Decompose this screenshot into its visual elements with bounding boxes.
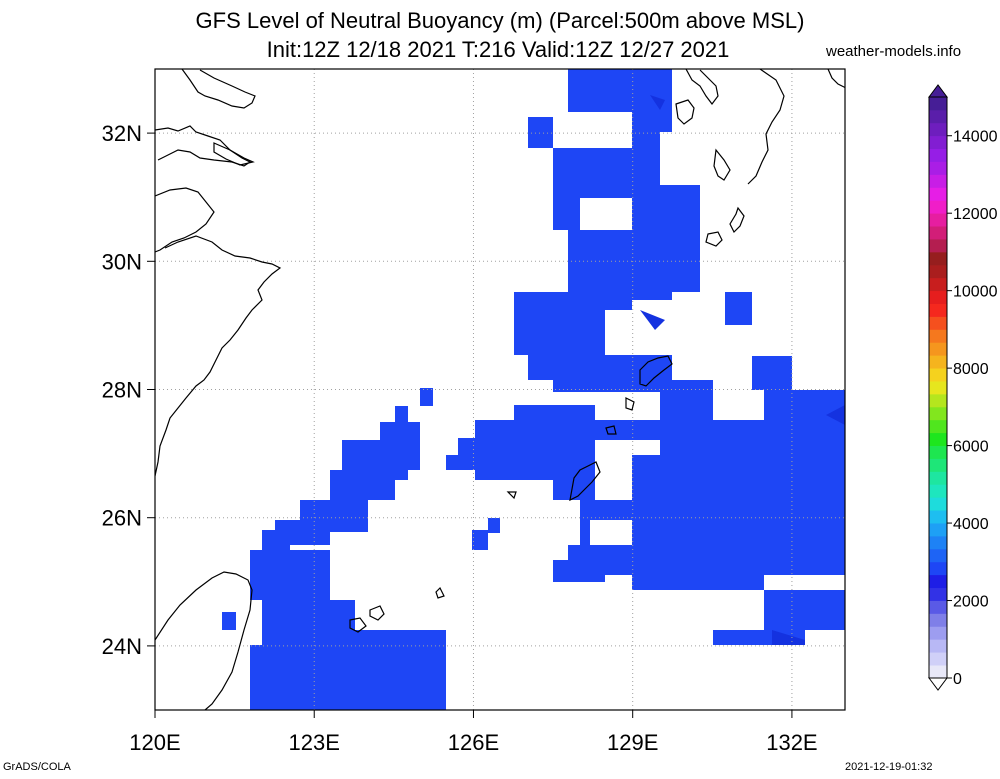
chart-title: GFS Level of Neutral Buoyancy (m) (Parce… (195, 8, 805, 33)
footer-timestamp: 2021-12-19-01:32 (845, 761, 933, 773)
colorbar-segment (929, 135, 947, 150)
colorbar-segment (929, 471, 947, 485)
y-tick-label: 26N (102, 506, 142, 531)
y-tick-label: 30N (102, 249, 142, 274)
colorbar-segment (929, 497, 947, 511)
colorbar-segment (929, 329, 947, 343)
colorbar-segment (929, 174, 947, 188)
colorbar-min-arrow (928, 677, 948, 691)
colorbar-label: 8000 (953, 361, 989, 378)
colorbar-frame (928, 96, 948, 679)
colorbar-segment (929, 226, 947, 240)
colorbar-segment (929, 342, 947, 356)
colorbar-segment (929, 97, 947, 111)
colorbar-label: 12000 (953, 206, 998, 223)
colorbar-segment (929, 368, 947, 382)
colorbar-label: 14000 (953, 129, 998, 146)
colorbar: 0 2000 4000 6000 8000 10000 12000 14000 (928, 84, 998, 691)
colorbar-segment (929, 303, 947, 317)
colorbar-label: 2000 (953, 594, 989, 611)
colorbar-segment (929, 432, 947, 446)
colorbar-segment (929, 626, 947, 640)
coastlines (155, 69, 845, 710)
y-tick-label: 24N (102, 634, 142, 659)
colorbar-label: 0 (953, 671, 962, 688)
colorbar-segment (929, 600, 947, 614)
y-tick-label: 32N (102, 121, 142, 146)
colorbar-segment (929, 574, 947, 589)
y-tick-label: 28N (102, 378, 142, 403)
colorbar-segment (929, 355, 947, 369)
grid-lines (155, 69, 845, 710)
chart-subtitle: Init:12Z 12/18 2021 T:216 Valid:12Z 12/2… (266, 37, 730, 62)
colorbar-segment (929, 445, 947, 459)
colorbar-segment (929, 277, 947, 292)
colorbar-segment (929, 510, 947, 524)
colorbar-segment (929, 665, 947, 679)
site-credit: weather-models.info (826, 43, 962, 60)
colorbar-segment (929, 161, 947, 175)
colorbar-label: 4000 (953, 516, 989, 533)
colorbar-segment (929, 316, 947, 330)
colorbar-label: 6000 (953, 439, 989, 456)
colorbar-segment (929, 406, 947, 421)
colorbar-segment (929, 148, 947, 162)
colorbar-segment (929, 393, 947, 408)
colorbar-segment (929, 109, 947, 124)
colorbar-segment (929, 458, 947, 472)
colorbar-segment (929, 535, 947, 550)
colorbar-segment (929, 419, 947, 434)
colorbar-segment (929, 548, 947, 563)
colorbar-segment (929, 523, 947, 537)
colorbar-segment (929, 381, 947, 395)
colorbar-segment (929, 200, 947, 214)
x-tick-label: 120E (129, 730, 180, 755)
colorbar-segment (929, 587, 947, 601)
footer-credit: GrADS/COLA (3, 761, 71, 773)
colorbar-segment (929, 484, 947, 498)
x-tick-label: 129E (607, 730, 658, 755)
colorbar-segment (929, 613, 947, 627)
colorbar-segment (929, 213, 947, 227)
x-tick-label: 132E (766, 730, 817, 755)
colorbar-segment (929, 122, 947, 137)
colorbar-segment (929, 652, 947, 666)
colorbar-max-arrow (928, 84, 948, 98)
buoyancy-field (222, 69, 845, 710)
x-tick-label: 123E (289, 730, 340, 755)
colorbar-segment (929, 187, 947, 201)
colorbar-segment (929, 264, 947, 279)
colorbar-label: 10000 (953, 284, 998, 301)
colorbar-segment (929, 639, 947, 653)
x-tick-label: 126E (448, 730, 499, 755)
colorbar-segment (929, 561, 947, 576)
colorbar-segment (929, 290, 947, 304)
colorbar-segment (929, 239, 947, 253)
colorbar-segment (929, 251, 947, 266)
